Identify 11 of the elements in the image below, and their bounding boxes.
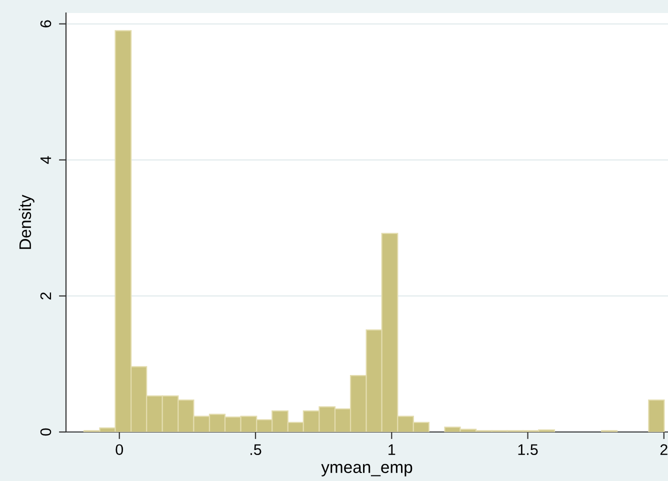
y-tick-label: 6 bbox=[40, 20, 52, 28]
x-tick-label: 2 bbox=[660, 444, 668, 455]
y-tick-label: 4 bbox=[40, 156, 52, 164]
x-tick-label: 1 bbox=[388, 444, 396, 455]
y-axis-title: Density bbox=[18, 194, 34, 249]
x-tick-label: .5 bbox=[250, 444, 262, 456]
x-tick-label: 0 bbox=[116, 444, 124, 456]
x-axis-title: ymean_emp bbox=[321, 464, 412, 476]
y-tick-label: 2 bbox=[40, 292, 52, 300]
x-tick-label: 1.5 bbox=[518, 444, 538, 456]
y-tick-label: 0 bbox=[40, 428, 52, 436]
